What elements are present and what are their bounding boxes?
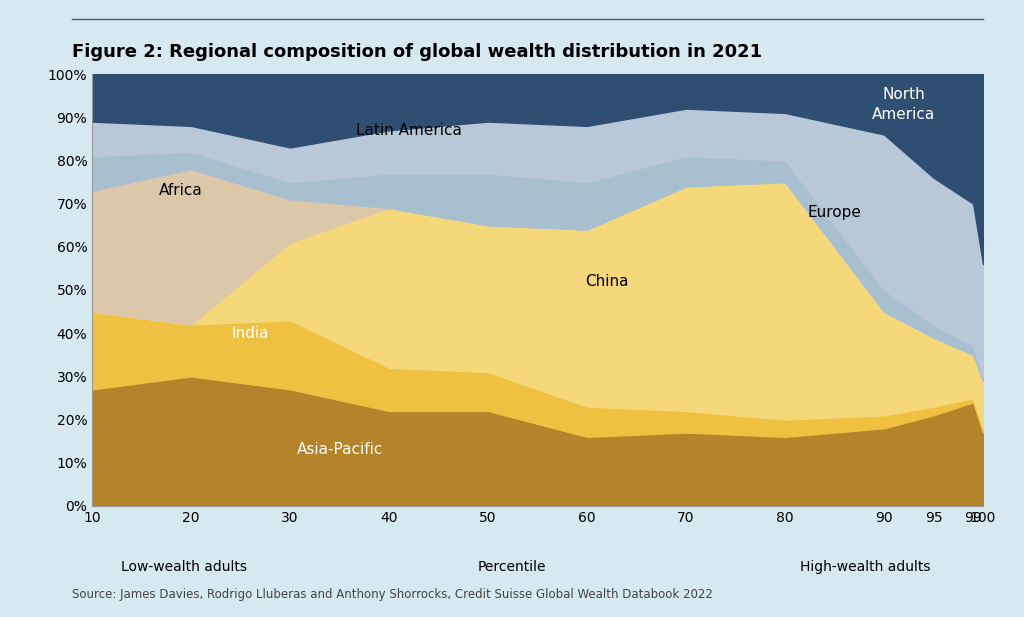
Text: Asia-Pacific: Asia-Pacific bbox=[296, 442, 383, 457]
Text: High-wealth adults: High-wealth adults bbox=[800, 560, 931, 574]
Text: Europe: Europe bbox=[808, 205, 861, 220]
Text: Low-wealth adults: Low-wealth adults bbox=[121, 560, 248, 574]
Text: India: India bbox=[231, 326, 269, 341]
Text: Source: James Davies, Rodrigo Lluberas and Anthony Shorrocks, Credit Suisse Glob: Source: James Davies, Rodrigo Lluberas a… bbox=[72, 589, 713, 602]
Text: Figure 2: Regional composition of global wealth distribution in 2021: Figure 2: Regional composition of global… bbox=[72, 43, 762, 61]
Text: Africa: Africa bbox=[160, 183, 203, 198]
Text: China: China bbox=[585, 274, 629, 289]
Text: Latin America: Latin America bbox=[356, 123, 462, 138]
Text: North
America: North America bbox=[872, 87, 936, 122]
Text: Percentile: Percentile bbox=[478, 560, 546, 574]
